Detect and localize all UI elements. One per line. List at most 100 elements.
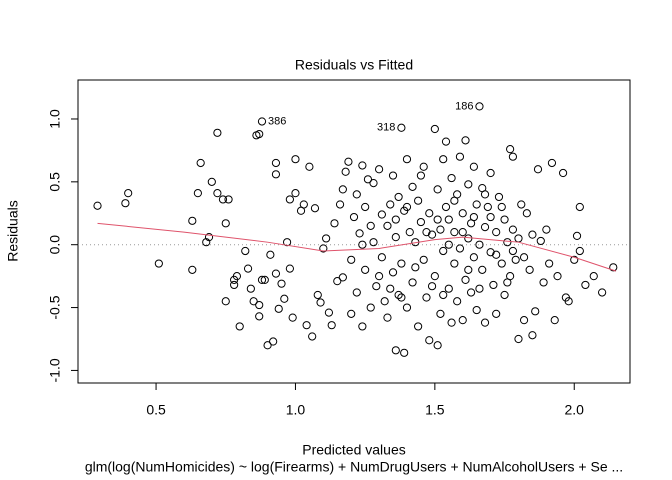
y-tick-label: 0.5 (47, 172, 63, 192)
point (391, 215, 400, 224)
point (478, 265, 487, 274)
point (280, 294, 289, 303)
point-label: 186 (455, 100, 473, 112)
point (358, 161, 367, 170)
point (461, 136, 470, 145)
point (422, 293, 431, 302)
point (508, 225, 518, 234)
point (489, 280, 498, 290)
point (204, 233, 214, 242)
point (572, 231, 582, 241)
point (575, 246, 584, 256)
point (322, 234, 331, 243)
point (427, 282, 437, 291)
point (506, 145, 515, 154)
point (232, 272, 242, 281)
y-tick-label: 0.0 (47, 235, 63, 255)
point (243, 264, 253, 273)
point (444, 284, 453, 293)
point (444, 215, 453, 224)
point (514, 234, 523, 243)
point (369, 238, 378, 247)
point (363, 175, 373, 184)
point (439, 155, 448, 164)
point (458, 228, 467, 237)
point (310, 204, 320, 213)
point (486, 248, 495, 257)
point (500, 290, 509, 300)
point (469, 162, 478, 171)
point (266, 250, 275, 259)
point (221, 219, 230, 228)
point (224, 195, 233, 204)
point (335, 200, 345, 209)
point (472, 200, 481, 209)
point (531, 307, 540, 316)
point (414, 322, 423, 331)
point (514, 334, 523, 344)
point (598, 288, 607, 297)
point (388, 171, 398, 180)
point (193, 189, 202, 198)
point (372, 282, 381, 291)
point (492, 309, 501, 318)
point (408, 278, 417, 287)
point (508, 152, 518, 161)
point (213, 128, 222, 137)
point (486, 212, 495, 222)
point (433, 215, 442, 224)
point (361, 265, 370, 274)
point (241, 246, 250, 256)
point (564, 297, 573, 306)
point-label: 318 (377, 122, 395, 134)
point (492, 228, 501, 237)
point (570, 255, 579, 264)
point (519, 253, 529, 262)
point (492, 250, 501, 259)
point (391, 346, 400, 355)
point (338, 185, 347, 194)
point (402, 202, 412, 212)
point (374, 272, 384, 281)
point (188, 265, 197, 274)
point (450, 196, 459, 205)
point (347, 255, 356, 264)
y-tick-label: -0.5 (47, 295, 63, 319)
point (391, 233, 400, 242)
point (207, 177, 216, 186)
point (542, 225, 551, 234)
point (341, 167, 350, 176)
point (447, 173, 456, 183)
point (154, 259, 163, 268)
point (461, 275, 470, 285)
point (196, 158, 205, 168)
point (374, 165, 384, 174)
subtitle: glm(log(NumHomicides) ~ log(Firearms) + … (85, 459, 623, 475)
point (377, 210, 386, 219)
point (469, 253, 478, 262)
point (475, 284, 484, 293)
point (324, 308, 334, 317)
point (397, 123, 406, 132)
point (383, 221, 392, 230)
point (291, 155, 300, 164)
point (394, 192, 403, 202)
point (480, 318, 490, 327)
point (483, 202, 492, 212)
point (472, 305, 481, 315)
point (299, 200, 308, 209)
chart-title: Residuals vs Fitted (295, 57, 413, 73)
plot-frame (77, 79, 631, 384)
point (475, 240, 484, 249)
y-tick-label: 1.0 (47, 109, 63, 129)
point (455, 244, 465, 253)
point (416, 217, 426, 227)
point (425, 209, 434, 218)
point (433, 341, 442, 350)
point (330, 219, 339, 228)
point (547, 158, 557, 168)
point (475, 102, 484, 111)
point (550, 316, 559, 325)
point (285, 195, 294, 204)
